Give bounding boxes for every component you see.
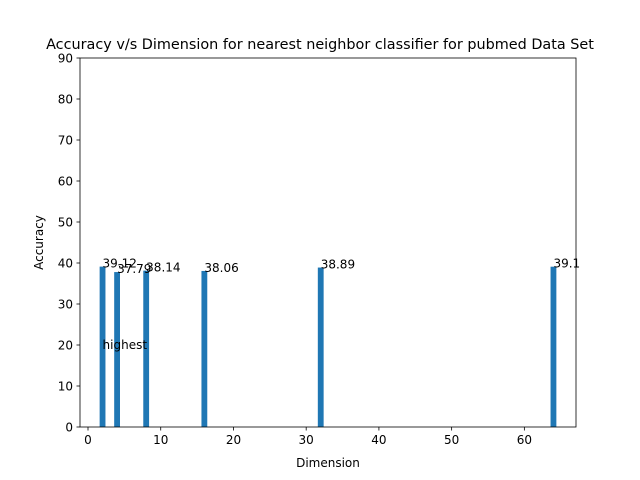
plot-frame — [79, 57, 577, 428]
bar-series — [99, 266, 557, 427]
bar-value-label: 38.89 — [321, 258, 355, 272]
bar — [317, 267, 324, 427]
x-tick-label: 40 — [371, 433, 386, 447]
chart-title: Accuracy v/s Dimension for nearest neigh… — [46, 37, 594, 53]
bar-value-label: 39.1 — [553, 257, 580, 271]
annotations: highest — [103, 338, 148, 352]
y-tick-label: 30 — [58, 298, 73, 312]
bar — [99, 266, 106, 427]
x-tick-label: 20 — [226, 433, 241, 447]
x-tick-label: 10 — [153, 433, 168, 447]
y-tick-label: 20 — [58, 339, 73, 353]
bar-value-label: 38.14 — [146, 261, 180, 275]
y-axis-ticks: 0 10 20 30 40 50 60 70 80 90 — [58, 52, 80, 435]
x-tick-label: 30 — [299, 433, 314, 447]
bar-value-label: 37.79 — [117, 262, 151, 276]
y-tick-label: 90 — [58, 52, 73, 66]
bar — [201, 270, 208, 427]
x-tick-label: 60 — [517, 433, 532, 447]
y-tick-label: 0 — [65, 421, 73, 435]
y-tick-label: 50 — [58, 216, 73, 230]
bar — [550, 266, 557, 427]
y-axis-label: Accuracy — [32, 215, 46, 270]
bar — [114, 272, 120, 427]
x-tick-label: 50 — [444, 433, 459, 447]
x-axis-ticks: 0 10 20 30 40 50 60 — [84, 427, 532, 447]
bar — [143, 270, 150, 427]
y-tick-label: 80 — [58, 93, 73, 107]
annotation-text: highest — [103, 338, 148, 352]
y-tick-label: 40 — [58, 257, 73, 271]
bar-value-label: 38.06 — [204, 261, 238, 275]
bar-value-label: 39.12 — [103, 257, 137, 271]
y-tick-label: 10 — [58, 380, 73, 394]
y-tick-label: 60 — [58, 175, 73, 189]
y-tick-label: 70 — [58, 134, 73, 148]
x-tick-label: 0 — [84, 433, 92, 447]
x-axis-label: Dimension — [296, 456, 360, 470]
